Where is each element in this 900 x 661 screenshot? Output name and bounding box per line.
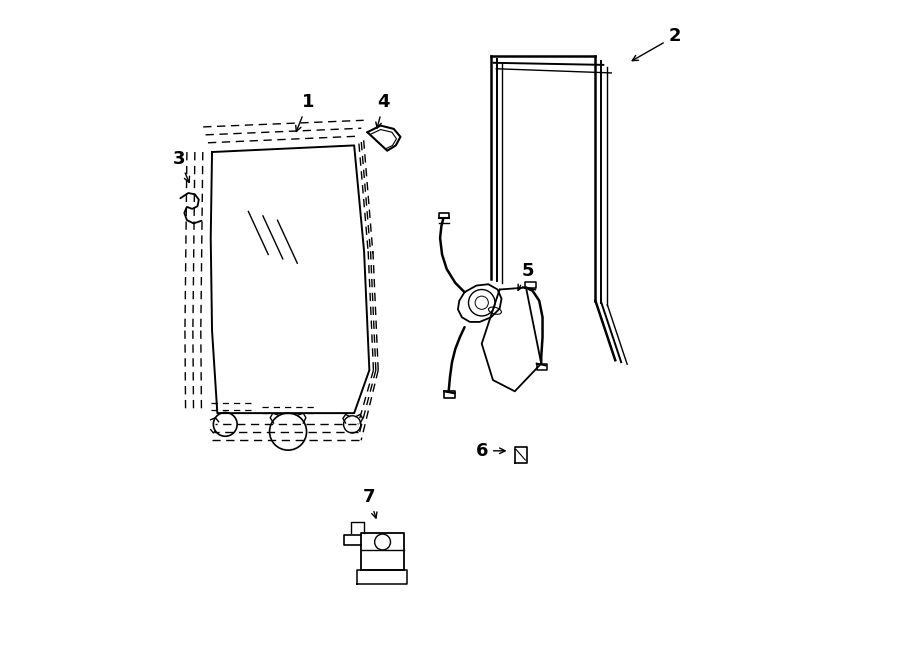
Text: 4: 4: [376, 93, 391, 128]
Text: 1: 1: [296, 93, 314, 132]
Text: 5: 5: [518, 262, 535, 290]
Text: 3: 3: [173, 149, 190, 182]
Text: 7: 7: [363, 488, 377, 518]
Text: 6: 6: [475, 442, 505, 460]
Text: 2: 2: [632, 27, 681, 61]
